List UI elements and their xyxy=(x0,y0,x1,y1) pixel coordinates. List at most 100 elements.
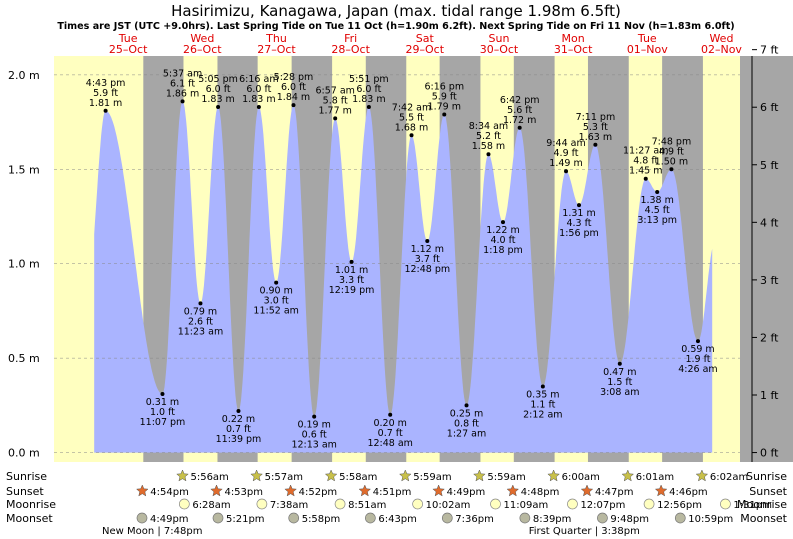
high-tide-label: 5:05 pm xyxy=(198,74,238,85)
day-name: Sun xyxy=(489,32,510,45)
high-tide-label: 1.63 m xyxy=(579,132,612,143)
low-tide-label: 1.31 m xyxy=(562,208,595,219)
low-tide-label: 4.0 ft xyxy=(490,235,515,246)
sunrise-icon xyxy=(324,469,338,482)
day-date: 26–Oct xyxy=(183,43,222,56)
moonset-icon xyxy=(288,512,300,524)
high-tide-label: 6.1 ft xyxy=(170,78,195,89)
high-tide-label: 5.6 ft xyxy=(507,105,532,116)
row-label-right: Sunset xyxy=(749,485,787,498)
tide-point xyxy=(256,104,261,109)
tide-point xyxy=(198,301,203,306)
high-tide-label: 4.8 ft xyxy=(633,156,658,167)
low-tide-label: 11:07 pm xyxy=(140,417,186,428)
tide-area xyxy=(94,101,713,453)
row-time: 4:46pm xyxy=(669,487,708,498)
high-tide-label: 7:48 pm xyxy=(652,136,692,147)
row-time: 10:02am xyxy=(426,500,471,511)
sunset-icon xyxy=(506,484,520,497)
high-tide-label: 5.8 ft xyxy=(323,95,348,106)
day-name: Wed xyxy=(190,32,214,45)
high-tide-label: 1.81 m xyxy=(89,98,122,109)
high-tide-label: 6.0 ft xyxy=(246,84,271,95)
row-time: 4:48pm xyxy=(521,487,560,498)
day-date: 30–Oct xyxy=(480,43,519,56)
y-tick-label-m: 1.0 m xyxy=(8,258,40,271)
row-label-left: Moonset xyxy=(6,512,53,525)
row-time: 7:36pm xyxy=(455,514,494,525)
high-tide-label: 5.3 ft xyxy=(583,122,608,133)
low-tide-label: 0.47 m xyxy=(603,367,636,378)
night-band-right xyxy=(740,56,793,462)
low-tide-label: 0.25 m xyxy=(450,408,483,419)
tide-point xyxy=(103,108,108,113)
high-tide-label: 1.77 m xyxy=(318,105,351,116)
y-tick-label-ft: 5 ft xyxy=(760,159,779,172)
low-tide-label: 0.7 ft xyxy=(226,424,251,435)
tide-point xyxy=(695,339,700,344)
low-tide-label: 1.38 m xyxy=(640,195,673,206)
low-tide-label: 4:26 am xyxy=(678,364,717,375)
low-tide-label: 12:19 pm xyxy=(329,285,375,296)
row-time: 8:51am xyxy=(348,500,386,511)
row-time: 9:48pm xyxy=(610,514,649,525)
high-tide-label: 1.83 m xyxy=(352,94,385,105)
low-tide-label: 3.3 ft xyxy=(339,275,364,286)
row-time: 4:53pm xyxy=(224,487,263,498)
moonset-icon xyxy=(441,512,453,524)
high-tide-label: 1.83 m xyxy=(201,94,234,105)
low-tide-label: 0.59 m xyxy=(681,344,714,355)
row-time: 7:38am xyxy=(270,500,308,511)
moonrise-icon xyxy=(256,498,268,510)
high-tide-label: 7:11 pm xyxy=(576,112,616,123)
sunrise-icon xyxy=(695,469,709,482)
sunset-icon xyxy=(432,484,445,497)
moonrise-icon xyxy=(334,498,346,510)
row-time: 4:51pm xyxy=(373,487,412,498)
tide-point xyxy=(291,103,296,108)
moon-phase-label: New Moon | 7:48pm xyxy=(102,526,202,537)
moonset-icon xyxy=(674,512,686,524)
day-name: Thu xyxy=(265,32,287,45)
tide-point xyxy=(160,392,165,397)
sunrise-icon xyxy=(176,469,189,482)
y-tick-label-m: 0.5 m xyxy=(8,352,40,365)
day-date: 28–Oct xyxy=(331,43,370,56)
row-time: 6:28am xyxy=(192,500,230,511)
tide-point xyxy=(486,152,491,157)
day-name: Wed xyxy=(709,32,733,45)
moonrise-icon xyxy=(490,498,501,510)
low-tide-label: 1.0 ft xyxy=(150,407,175,418)
sunrise-icon xyxy=(398,469,412,482)
high-tide-label: 5:37 am xyxy=(163,68,202,79)
day-date: 27–Oct xyxy=(257,43,296,56)
row-time: 10:59pm xyxy=(688,514,733,525)
tide-point xyxy=(216,104,221,109)
low-tide-label: 0.35 m xyxy=(526,389,559,400)
sunrise-icon xyxy=(621,469,635,482)
row-time: 1:31pm xyxy=(733,500,772,511)
low-tide-label: 2.6 ft xyxy=(188,316,213,327)
high-tide-label: 1.49 m xyxy=(549,158,582,169)
sunset-icon xyxy=(284,484,297,497)
row-time: 6:02am xyxy=(710,472,748,483)
low-tide-label: 4.5 ft xyxy=(645,205,670,216)
tide-point xyxy=(669,167,674,172)
astronomy-rows: Sunrise Sunrise 5:56am 5:57am 5:58am 5:59am 5:… xyxy=(6,469,788,537)
sunrise-icon xyxy=(473,469,486,482)
high-tide-label: 1.86 m xyxy=(166,88,199,99)
row-time: 5:58pm xyxy=(302,514,341,525)
tide-point xyxy=(617,361,622,366)
day-date: 29–Oct xyxy=(406,43,445,56)
low-tide-label: 3:08 am xyxy=(600,387,639,398)
axes: 0.0 m 0.5 m 1.0 m 1.5 m 2.0 m 0 ft 1 ft 2 ft 3 f… xyxy=(8,44,779,462)
moonrise-icon xyxy=(567,498,578,510)
high-tide-label: 8:34 am xyxy=(469,121,508,132)
day-date: 25–Oct xyxy=(109,43,148,56)
moonrise-icon xyxy=(720,498,731,510)
high-tide-label: 6.0 ft xyxy=(356,84,381,95)
tide-point xyxy=(564,169,569,174)
high-tide-label: 1.45 m xyxy=(629,166,662,177)
